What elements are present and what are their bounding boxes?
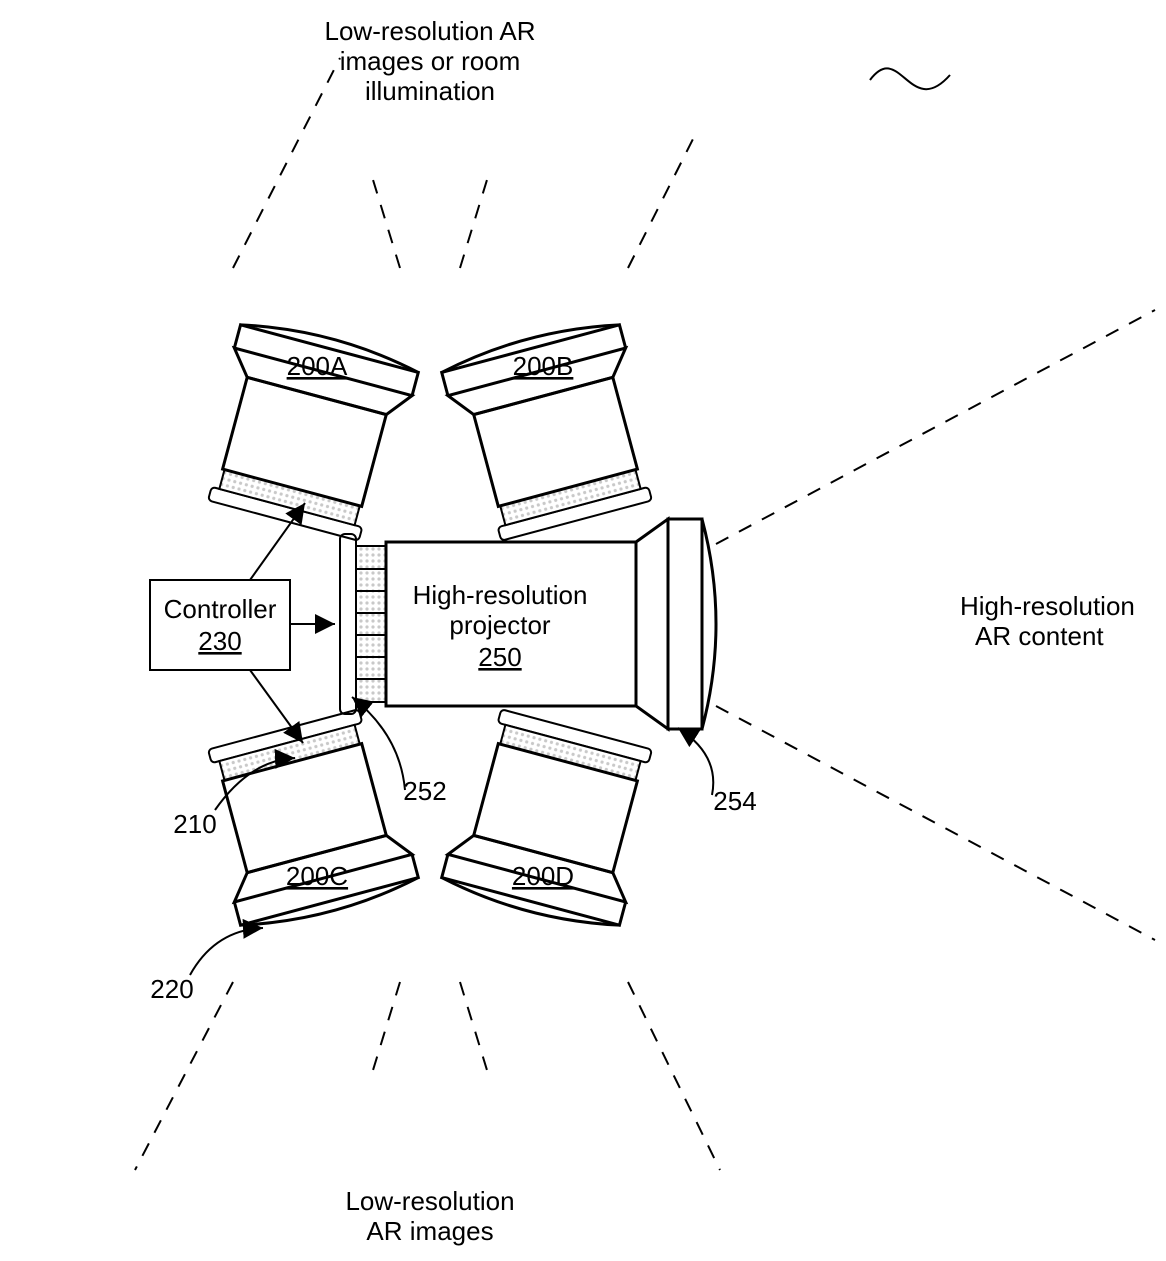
- projector-200B: [439, 315, 665, 544]
- decorative-squiggle: [870, 68, 950, 89]
- ref-200C: 200C: [286, 861, 348, 891]
- callout-254: [678, 728, 713, 795]
- label-top-3: illumination: [365, 76, 495, 106]
- ref-200B: 200B: [513, 351, 574, 381]
- hp-ref: 250: [478, 642, 521, 672]
- ref-200D: 200D: [512, 861, 574, 891]
- controller-label: Controller: [164, 594, 277, 624]
- ref-254: 254: [713, 786, 756, 816]
- projector-200C: [194, 706, 420, 935]
- diagram-root: Controller 230 Low-resolution AR images …: [0, 0, 1166, 1261]
- callout-220: [190, 928, 263, 975]
- label-top-1: Low-resolution AR: [325, 16, 536, 46]
- ref-210: 210: [173, 809, 216, 839]
- label-bottom-1: Low-resolution: [345, 1186, 514, 1216]
- label-bottom-2: AR images: [366, 1216, 493, 1246]
- projector-200A: [194, 315, 420, 544]
- ref-220: 220: [150, 974, 193, 1004]
- ref-252: 252: [403, 776, 446, 806]
- label-right-1: High-resolution: [960, 591, 1135, 621]
- projector-200D: [439, 706, 665, 935]
- ref-200A: 200A: [287, 351, 348, 381]
- controller-ref: 230: [198, 626, 241, 656]
- hp-label-2: projector: [449, 610, 550, 640]
- label-right-2: AR content: [975, 621, 1104, 651]
- label-top-2: images or room: [340, 46, 521, 76]
- hp-label-1: High-resolution: [413, 580, 588, 610]
